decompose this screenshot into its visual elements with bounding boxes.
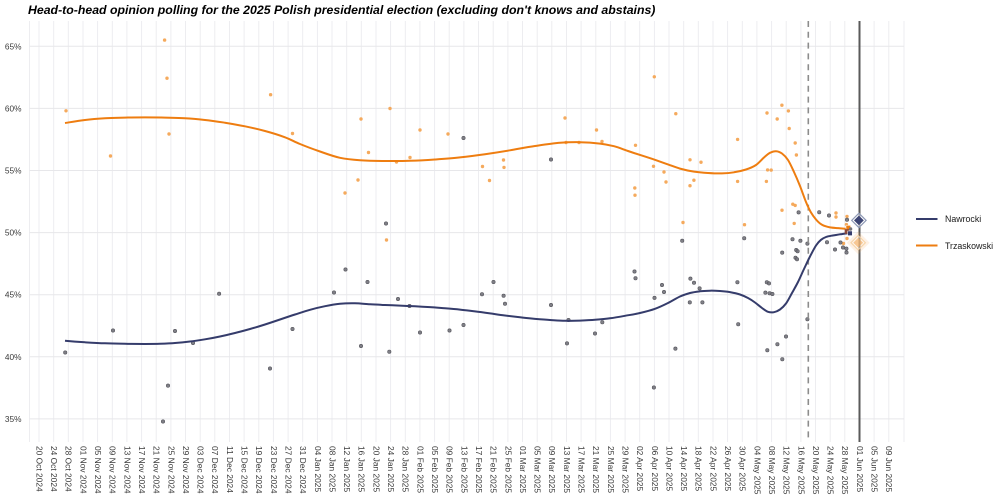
svg-text:02 Apr 2025: 02 Apr 2025 (635, 446, 645, 492)
svg-text:12 May 2025: 12 May 2025 (782, 446, 792, 495)
svg-text:65%: 65% (5, 41, 22, 51)
svg-text:01 Nov 2024: 01 Nov 2024 (78, 446, 88, 494)
svg-text:25 Feb 2025: 25 Feb 2025 (503, 446, 513, 493)
svg-text:13 Feb 2025: 13 Feb 2025 (459, 446, 469, 493)
svg-text:09 Nov 2024: 09 Nov 2024 (108, 446, 118, 494)
svg-text:19 Dec 2024: 19 Dec 2024 (254, 446, 264, 494)
svg-text:20 May 2025: 20 May 2025 (811, 446, 821, 495)
svg-text:31 Dec 2024: 31 Dec 2024 (298, 446, 308, 494)
svg-text:05 Nov 2024: 05 Nov 2024 (93, 446, 103, 494)
svg-text:21 Mar 2025: 21 Mar 2025 (591, 446, 601, 493)
svg-text:21 Nov 2024: 21 Nov 2024 (152, 446, 162, 494)
svg-text:17 Mar 2025: 17 Mar 2025 (577, 446, 587, 493)
svg-text:28 May 2025: 28 May 2025 (840, 446, 850, 495)
svg-text:17 Nov 2024: 17 Nov 2024 (137, 446, 147, 494)
svg-text:23 Dec 2024: 23 Dec 2024 (269, 446, 279, 494)
svg-text:29 Mar 2025: 29 Mar 2025 (621, 446, 631, 493)
svg-text:24 Oct 2024: 24 Oct 2024 (49, 446, 59, 492)
svg-text:04 Jan 2025: 04 Jan 2025 (313, 446, 323, 492)
svg-text:09 Feb 2025: 09 Feb 2025 (445, 446, 455, 493)
svg-text:14 Apr 2025: 14 Apr 2025 (679, 446, 689, 492)
svg-text:13 Nov 2024: 13 Nov 2024 (122, 446, 132, 494)
svg-text:21 Feb 2025: 21 Feb 2025 (489, 446, 499, 493)
svg-text:55%: 55% (5, 166, 22, 176)
svg-text:24 Jan 2025: 24 Jan 2025 (386, 446, 396, 492)
svg-text:05 Mar 2025: 05 Mar 2025 (533, 446, 543, 493)
svg-text:01 Mar 2025: 01 Mar 2025 (518, 446, 528, 493)
svg-text:20 Oct 2024: 20 Oct 2024 (34, 446, 44, 492)
svg-text:20 Jan 2025: 20 Jan 2025 (371, 446, 381, 492)
svg-text:60%: 60% (5, 103, 22, 113)
svg-text:08 Jan 2025: 08 Jan 2025 (327, 446, 337, 492)
svg-text:01 Feb 2025: 01 Feb 2025 (415, 446, 425, 493)
svg-text:16 Jan 2025: 16 Jan 2025 (357, 446, 367, 492)
svg-text:35%: 35% (5, 414, 22, 424)
svg-text:18 Apr 2025: 18 Apr 2025 (694, 446, 704, 492)
svg-text:22 Apr 2025: 22 Apr 2025 (708, 446, 718, 492)
svg-text:08 May 2025: 08 May 2025 (767, 446, 777, 495)
svg-text:07 Dec 2024: 07 Dec 2024 (210, 446, 220, 494)
svg-text:26 Apr 2025: 26 Apr 2025 (723, 446, 733, 492)
svg-text:15 Dec 2024: 15 Dec 2024 (240, 446, 250, 494)
svg-text:06 Apr 2025: 06 Apr 2025 (650, 446, 660, 492)
svg-text:16 May 2025: 16 May 2025 (796, 446, 806, 495)
svg-text:13 Mar 2025: 13 Mar 2025 (562, 446, 572, 493)
svg-text:30 Apr 2025: 30 Apr 2025 (738, 446, 748, 492)
svg-text:03 Dec 2024: 03 Dec 2024 (196, 446, 206, 494)
svg-text:17 Feb 2025: 17 Feb 2025 (474, 446, 484, 493)
svg-text:05 Jun 2025: 05 Jun 2025 (870, 446, 880, 492)
svg-text:50%: 50% (5, 228, 22, 238)
svg-text:29 Nov 2024: 29 Nov 2024 (181, 446, 191, 494)
svg-text:Nawrocki: Nawrocki (945, 214, 981, 224)
svg-text:04 May 2025: 04 May 2025 (752, 446, 762, 495)
svg-text:25 Mar 2025: 25 Mar 2025 (606, 446, 616, 493)
svg-text:01 Jun 2025: 01 Jun 2025 (855, 446, 865, 492)
svg-text:27 Dec 2024: 27 Dec 2024 (284, 446, 294, 494)
svg-text:Trzaskowski: Trzaskowski (945, 241, 993, 251)
svg-text:09 Mar 2025: 09 Mar 2025 (547, 446, 557, 493)
svg-text:09 Jun 2025: 09 Jun 2025 (884, 446, 894, 492)
svg-text:28 Jan 2025: 28 Jan 2025 (401, 446, 411, 492)
svg-text:40%: 40% (5, 352, 22, 362)
svg-text:25 Nov 2024: 25 Nov 2024 (166, 446, 176, 494)
svg-text:45%: 45% (5, 290, 22, 300)
svg-text:10 Apr 2025: 10 Apr 2025 (664, 446, 674, 492)
svg-text:12 Jan 2025: 12 Jan 2025 (342, 446, 352, 492)
svg-text:28 Oct 2024: 28 Oct 2024 (64, 446, 74, 492)
svg-text:24 May 2025: 24 May 2025 (826, 446, 836, 495)
svg-text:05 Feb 2025: 05 Feb 2025 (430, 446, 440, 493)
svg-text:11 Dec 2024: 11 Dec 2024 (225, 446, 235, 493)
